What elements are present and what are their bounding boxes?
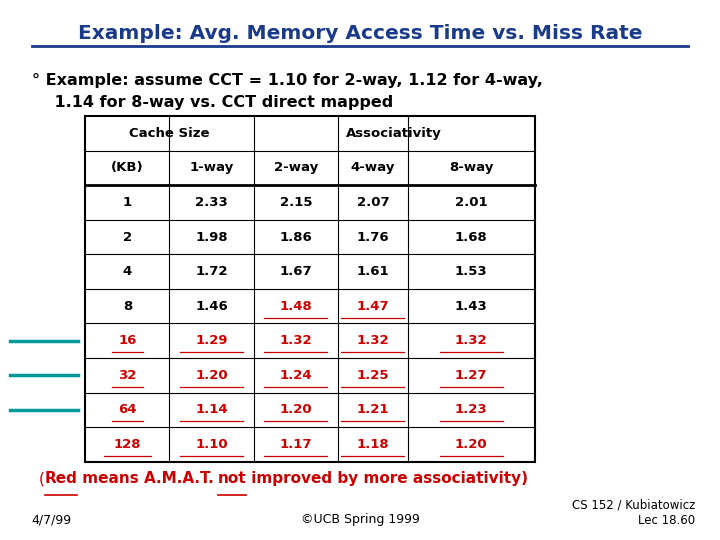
Text: 16: 16 <box>118 334 137 347</box>
Text: 1.24: 1.24 <box>279 369 312 382</box>
Text: 1.46: 1.46 <box>195 300 228 313</box>
Text: 1.43: 1.43 <box>455 300 487 313</box>
Text: 1.17: 1.17 <box>279 438 312 451</box>
Text: 1.53: 1.53 <box>455 265 487 278</box>
Text: 2-way: 2-way <box>274 161 318 174</box>
Text: ©UCB Spring 1999: ©UCB Spring 1999 <box>300 514 420 526</box>
Text: 4/7/99: 4/7/99 <box>32 514 72 526</box>
Text: 1: 1 <box>123 196 132 209</box>
Text: means A.M.A.T.: means A.M.A.T. <box>77 471 220 487</box>
Text: 1.48: 1.48 <box>279 300 312 313</box>
Text: 1.23: 1.23 <box>455 403 487 416</box>
Text: 1.21: 1.21 <box>356 403 389 416</box>
Text: 1.14: 1.14 <box>195 403 228 416</box>
Text: 64: 64 <box>118 403 137 416</box>
Text: Example: Avg. Memory Access Time vs. Miss Rate: Example: Avg. Memory Access Time vs. Mis… <box>78 24 642 43</box>
Text: 1.67: 1.67 <box>279 265 312 278</box>
Text: 2.15: 2.15 <box>279 196 312 209</box>
Text: 1.32: 1.32 <box>356 334 389 347</box>
Text: 1.68: 1.68 <box>455 231 487 244</box>
Text: 8: 8 <box>123 300 132 313</box>
Text: 32: 32 <box>118 369 137 382</box>
Text: 1.14 for 8-way vs. CCT direct mapped: 1.14 for 8-way vs. CCT direct mapped <box>32 94 393 110</box>
Text: improved by more associativity): improved by more associativity) <box>246 471 528 487</box>
Text: 1-way: 1-way <box>189 161 234 174</box>
Text: 2.33: 2.33 <box>195 196 228 209</box>
Text: Red: Red <box>45 471 78 487</box>
Text: 2.07: 2.07 <box>356 196 389 209</box>
Text: CS 152 / Kubiatowicz
Lec 18.60: CS 152 / Kubiatowicz Lec 18.60 <box>572 498 696 526</box>
Text: 1.32: 1.32 <box>279 334 312 347</box>
Text: 1.20: 1.20 <box>455 438 487 451</box>
Text: 1.47: 1.47 <box>356 300 389 313</box>
Text: 1.29: 1.29 <box>195 334 228 347</box>
Text: 1.72: 1.72 <box>195 265 228 278</box>
Text: 8-way: 8-way <box>449 161 493 174</box>
Text: 128: 128 <box>114 438 141 451</box>
Text: 1.32: 1.32 <box>455 334 487 347</box>
Text: 1.61: 1.61 <box>356 265 389 278</box>
Text: 1.18: 1.18 <box>356 438 389 451</box>
Text: 1.86: 1.86 <box>279 231 312 244</box>
Text: 1.10: 1.10 <box>195 438 228 451</box>
Text: 4: 4 <box>123 265 132 278</box>
Text: 2.01: 2.01 <box>455 196 487 209</box>
Text: 1.20: 1.20 <box>195 369 228 382</box>
Text: ° Example: assume CCT = 1.10 for 2-way, 1.12 for 4-way,: ° Example: assume CCT = 1.10 for 2-way, … <box>32 73 543 88</box>
Text: not: not <box>218 471 247 487</box>
Text: 1.20: 1.20 <box>279 403 312 416</box>
Text: 4-way: 4-way <box>351 161 395 174</box>
Text: (: ( <box>39 471 45 487</box>
Text: 1.76: 1.76 <box>356 231 389 244</box>
Text: 1.98: 1.98 <box>195 231 228 244</box>
Text: 1.27: 1.27 <box>455 369 487 382</box>
Text: 1.25: 1.25 <box>356 369 389 382</box>
Text: (KB): (KB) <box>111 161 144 174</box>
Text: Associativity: Associativity <box>346 127 442 140</box>
Text: 2: 2 <box>123 231 132 244</box>
Text: Cache Size: Cache Size <box>130 127 210 140</box>
